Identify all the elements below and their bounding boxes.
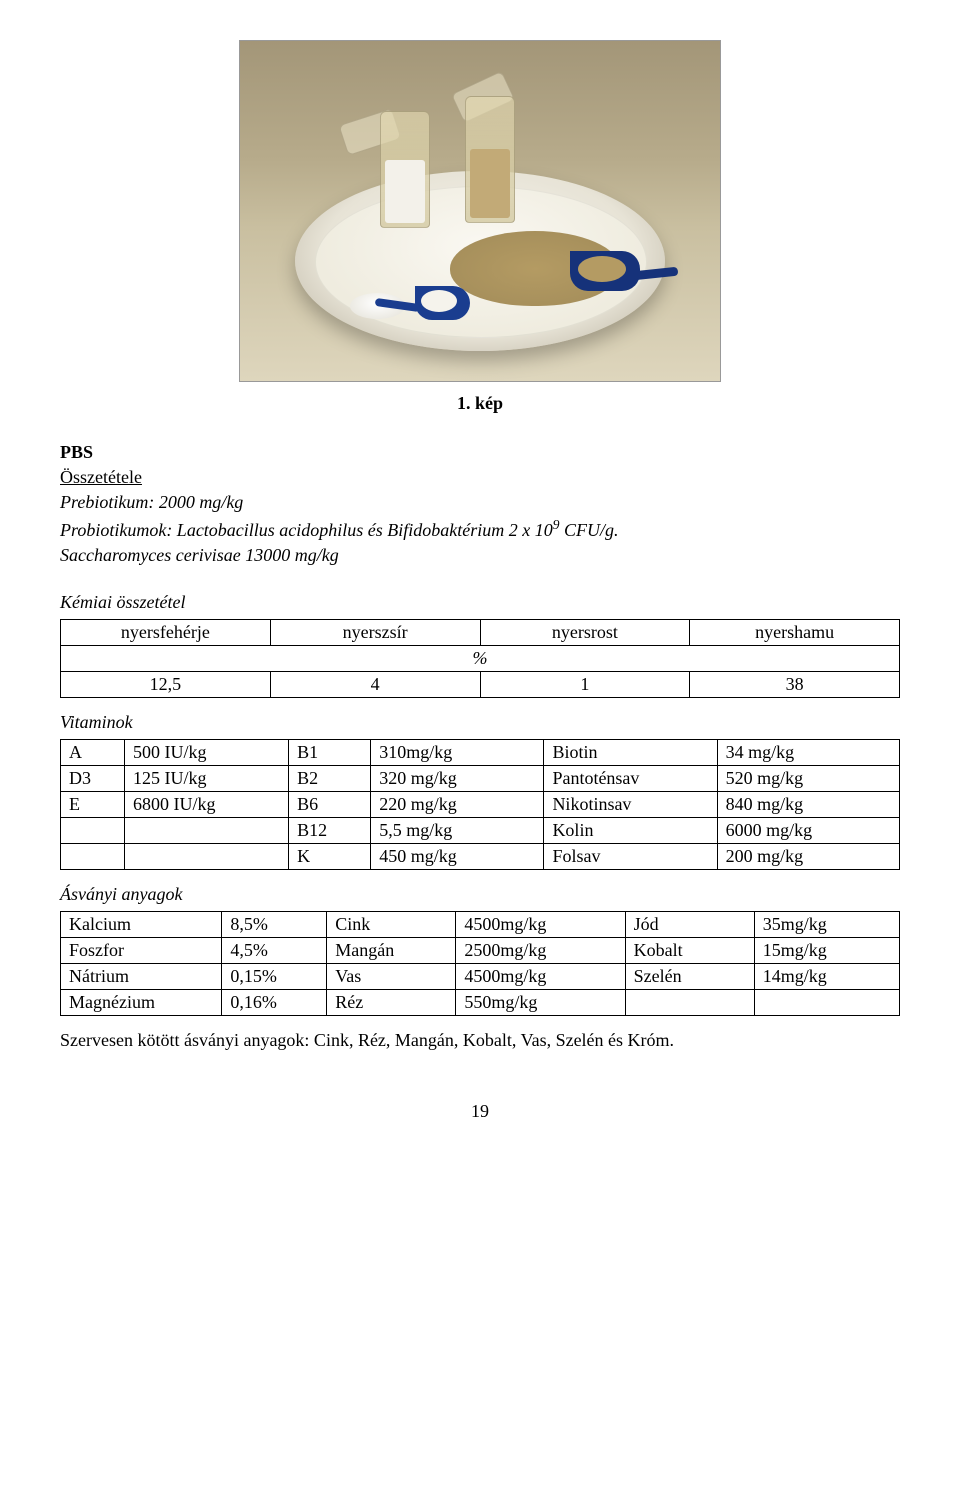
saccharomyces-line: Saccharomyces cerivisae 13000 mg/kg [60,545,900,566]
vitamin-cell: D3 [61,766,125,792]
mineral-cell: Nátrium [61,964,222,990]
mineral-row: Magnézium0,16%Réz550mg/kg [61,990,900,1016]
vitamin-row: B125,5 mg/kgKolin6000 mg/kg [61,818,900,844]
vitamin-cell: 200 mg/kg [717,844,899,870]
prebiotic-value: 2000 mg/kg [154,492,243,512]
chem-percent-row: % [61,646,900,672]
vitamin-cell [124,818,288,844]
chem-v2: 4 [270,672,480,698]
vitamin-cell [124,844,288,870]
mineral-cell: Kalcium [61,912,222,938]
mineral-cell: 35mg/kg [754,912,899,938]
mineral-cell: 15mg/kg [754,938,899,964]
figure-image [60,40,900,387]
mineral-cell: 4,5% [222,938,327,964]
chem-v4: 38 [690,672,900,698]
vitamin-cell: Folsav [544,844,717,870]
vitamin-cell: 450 mg/kg [371,844,544,870]
mineral-cell: 4500mg/kg [456,912,625,938]
vitamin-cell: 125 IU/kg [124,766,288,792]
mineral-cell: Cink [327,912,456,938]
mineral-cell: 0,16% [222,990,327,1016]
mineral-cell: 0,15% [222,964,327,990]
vitamin-cell: E [61,792,125,818]
chem-h2: nyerszsír [270,620,480,646]
vitamin-cell [61,844,125,870]
mineral-cell: Kobalt [625,938,754,964]
vitamin-cell: B12 [289,818,371,844]
vitamin-cell: A [61,740,125,766]
mineral-cell: Mangán [327,938,456,964]
vitamin-row: D3125 IU/kgB2320 mg/kgPantoténsav520 mg/… [61,766,900,792]
mineral-cell: Magnézium [61,990,222,1016]
probiotic-line: Probiotikumok: Lactobacillus acidophilus… [60,517,900,541]
probiotic-suffix: CFU/g. [560,520,619,540]
chem-v3: 1 [480,672,690,698]
chem-h3: nyersrost [480,620,690,646]
vitamin-cell: K [289,844,371,870]
vitamin-cell [61,818,125,844]
vitamin-row: E6800 IU/kgB6220 mg/kgNikotinsav840 mg/k… [61,792,900,818]
chem-header-row: nyersfehérje nyerszsír nyersrost nyersha… [61,620,900,646]
chem-h4: nyershamu [690,620,900,646]
vitamin-cell: B2 [289,766,371,792]
mineral-cell: Foszfor [61,938,222,964]
vitamin-cell: Biotin [544,740,717,766]
minerals-table: Kalcium8,5%Cink4500mg/kgJód35mg/kgFoszfo… [60,911,900,1016]
vitamin-cell: 310mg/kg [371,740,544,766]
vitamins-heading: Vitaminok [60,712,900,733]
mineral-row: Kalcium8,5%Cink4500mg/kgJód35mg/kg [61,912,900,938]
mineral-cell: 550mg/kg [456,990,625,1016]
prebiotic-line: Prebiotikum: 2000 mg/kg [60,492,900,513]
vitamin-cell: 500 IU/kg [124,740,288,766]
chem-heading: Kémiai összetétel [60,592,900,613]
chem-v1: 12,5 [61,672,271,698]
vitamin-cell: 6800 IU/kg [124,792,288,818]
mineral-cell: Jód [625,912,754,938]
footer-line: Szervesen kötött ásványi anyagok: Cink, … [60,1030,900,1051]
vitamin-cell: Pantoténsav [544,766,717,792]
chem-value-row: 12,5 4 1 38 [61,672,900,698]
probiotic-exponent: 9 [553,517,560,532]
vitamin-cell: 5,5 mg/kg [371,818,544,844]
vitamin-cell: 220 mg/kg [371,792,544,818]
vitamin-cell: 34 mg/kg [717,740,899,766]
mineral-cell: 8,5% [222,912,327,938]
mineral-cell: Szelén [625,964,754,990]
vitamin-cell: Nikotinsav [544,792,717,818]
vitamin-cell: 6000 mg/kg [717,818,899,844]
chem-table: nyersfehérje nyerszsír nyersrost nyersha… [60,619,900,698]
mineral-cell [754,990,899,1016]
composition-heading: Összetétele [60,467,900,488]
vitamin-cell: Kolin [544,818,717,844]
vitamin-row: K450 mg/kgFolsav200 mg/kg [61,844,900,870]
mineral-row: Nátrium0,15%Vas4500mg/kgSzelén14mg/kg [61,964,900,990]
heading-pbs: PBS [60,442,900,463]
mineral-cell: 14mg/kg [754,964,899,990]
vitamin-cell: 840 mg/kg [717,792,899,818]
vitamins-table: A500 IU/kgB1310mg/kgBiotin34 mg/kgD3125 … [60,739,900,870]
mineral-cell: 2500mg/kg [456,938,625,964]
chem-percent: % [61,646,900,672]
mineral-cell: 4500mg/kg [456,964,625,990]
vitamin-cell: 320 mg/kg [371,766,544,792]
vitamin-cell: B6 [289,792,371,818]
mineral-cell: Vas [327,964,456,990]
mineral-cell: Réz [327,990,456,1016]
vitamin-cell: B1 [289,740,371,766]
minerals-heading: Ásványi anyagok [60,884,900,905]
mineral-cell [625,990,754,1016]
chem-h1: nyersfehérje [61,620,271,646]
figure-caption: 1. kép [60,393,900,414]
prebiotic-label: Prebiotikum: [60,492,154,512]
probiotic-prefix: Probiotikumok: Lactobacillus acidophilus… [60,520,553,540]
vitamin-cell: 520 mg/kg [717,766,899,792]
page-number: 19 [60,1101,900,1122]
mineral-row: Foszfor4,5%Mangán2500mg/kgKobalt15mg/kg [61,938,900,964]
vitamin-row: A500 IU/kgB1310mg/kgBiotin34 mg/kg [61,740,900,766]
